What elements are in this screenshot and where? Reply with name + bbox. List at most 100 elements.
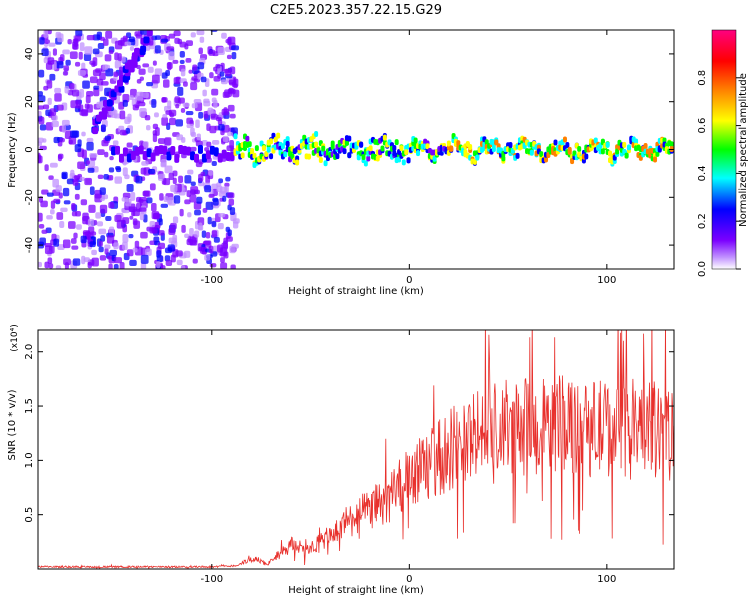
- heatmap-cell: [166, 151, 172, 161]
- heatmap-cell: [98, 246, 104, 253]
- heatmap-cell: [146, 124, 151, 131]
- heatmap-cell: [146, 30, 153, 37]
- heatmap-cell: [152, 133, 158, 143]
- heatmap-cell: [180, 108, 186, 113]
- heatmap-cell: [132, 104, 139, 111]
- heatmap-cell: [75, 99, 81, 109]
- heatmap-cell: [71, 202, 76, 211]
- heatmap-cell: [39, 124, 47, 131]
- heatmap-cell: [44, 245, 53, 255]
- heatmap-cell: [218, 213, 226, 218]
- spectrogram-ticks: -100 0 100 -40 -20 0 20 40: [24, 30, 674, 286]
- heatmap-cell: [216, 185, 223, 193]
- heatmap-cell: [176, 259, 183, 266]
- snr-multiplier: (x10⁴): [10, 324, 20, 351]
- heatmap-cell: [106, 99, 113, 107]
- heatmap-cell: [553, 139, 558, 146]
- heatmap-cell: [186, 238, 193, 246]
- heatmap-cell: [169, 112, 174, 118]
- heatmap-cell: [62, 70, 68, 76]
- heatmap-cell: [99, 255, 107, 261]
- heatmap-cell: [126, 249, 134, 257]
- heatmap-cell: [202, 207, 208, 213]
- heatmap-cell: [190, 146, 197, 152]
- heatmap-cell: [220, 79, 228, 85]
- heatmap-cell: [624, 152, 629, 159]
- heatmap-cell: [82, 80, 90, 89]
- heatmap-cell: [67, 39, 72, 45]
- heatmap-cell: [643, 143, 648, 150]
- heatmap-cell: [179, 208, 184, 217]
- heatmap-cell: [126, 142, 133, 148]
- heatmap-cell: [227, 192, 235, 199]
- heatmap-cell: [110, 90, 117, 98]
- heatmap-cell: [155, 127, 160, 136]
- heatmap-cell: [167, 244, 175, 252]
- heatmap-cell: [44, 39, 50, 44]
- heatmap-cell: [61, 171, 68, 180]
- heatmap-cell: [92, 48, 100, 55]
- heatmap-cell: [167, 199, 173, 205]
- heatmap-cell: [128, 36, 135, 42]
- heatmap-cell: [221, 149, 227, 159]
- heatmap-cell: [515, 152, 520, 159]
- heatmap-cell: [175, 103, 180, 109]
- heatmap-cell: [217, 46, 225, 56]
- heatmap-cell: [84, 177, 92, 186]
- heatmap-cell: [122, 192, 131, 199]
- heatmap-cell: [145, 44, 151, 51]
- heatmap-cell: [202, 89, 207, 97]
- heatmap-cell: [119, 129, 127, 136]
- x-tick-label: 100: [597, 574, 616, 585]
- heatmap-cell: [406, 157, 411, 164]
- heatmap-cell: [95, 68, 102, 73]
- heatmap-cell: [413, 137, 418, 144]
- heatmap-cell: [163, 196, 169, 203]
- heatmap-cell: [285, 140, 290, 147]
- heatmap-cell: [254, 145, 259, 152]
- heatmap-cell: [38, 105, 45, 110]
- heatmap-cell: [186, 123, 194, 129]
- heatmap-cell: [118, 153, 124, 163]
- heatmap-cell: [126, 184, 134, 192]
- heatmap-cell: [57, 154, 62, 162]
- heatmap-cell: [154, 45, 161, 54]
- heatmap-cell: [198, 47, 203, 55]
- heatmap-cell: [60, 207, 68, 213]
- heatmap-cell: [78, 51, 83, 60]
- heatmap-cell: [529, 149, 534, 156]
- heatmap-cell: [231, 45, 240, 51]
- heatmap-cell: [38, 69, 45, 78]
- y-tick-label: -20: [24, 189, 35, 205]
- heatmap-cell: [122, 99, 128, 107]
- heatmap-cell: [142, 63, 150, 68]
- heatmap-cell: [194, 153, 200, 163]
- heatmap-cell: [85, 160, 90, 165]
- heatmap-cell: [73, 175, 81, 180]
- heatmap-cell: [148, 168, 156, 175]
- heatmap-cell: [208, 170, 213, 176]
- heatmap-cell: [247, 141, 252, 148]
- heatmap-cell: [84, 103, 90, 109]
- heatmap-cell: [100, 235, 106, 242]
- heatmap-cell: [49, 108, 57, 116]
- heatmap-cell: [168, 33, 176, 39]
- heatmap-cell: [172, 177, 177, 185]
- heatmap-cell: [190, 151, 196, 161]
- heatmap-cell: [276, 132, 281, 139]
- heatmap-cell: [225, 152, 231, 162]
- heatmap-cell: [219, 71, 225, 77]
- heatmap-cell: [392, 144, 397, 151]
- heatmap-cell: [508, 142, 513, 149]
- heatmap-cell: [577, 145, 582, 152]
- heatmap-cell: [198, 111, 204, 119]
- heatmap-cell: [134, 146, 140, 156]
- heatmap-cell: [228, 79, 236, 85]
- heatmap-cell: [195, 119, 200, 128]
- heatmap-cell: [225, 38, 232, 44]
- heatmap-cell: [201, 153, 207, 163]
- heatmap-cell: [80, 199, 88, 206]
- heatmap-cell: [143, 36, 150, 44]
- heatmap-cell: [156, 261, 161, 269]
- heatmap-cell: [194, 209, 201, 216]
